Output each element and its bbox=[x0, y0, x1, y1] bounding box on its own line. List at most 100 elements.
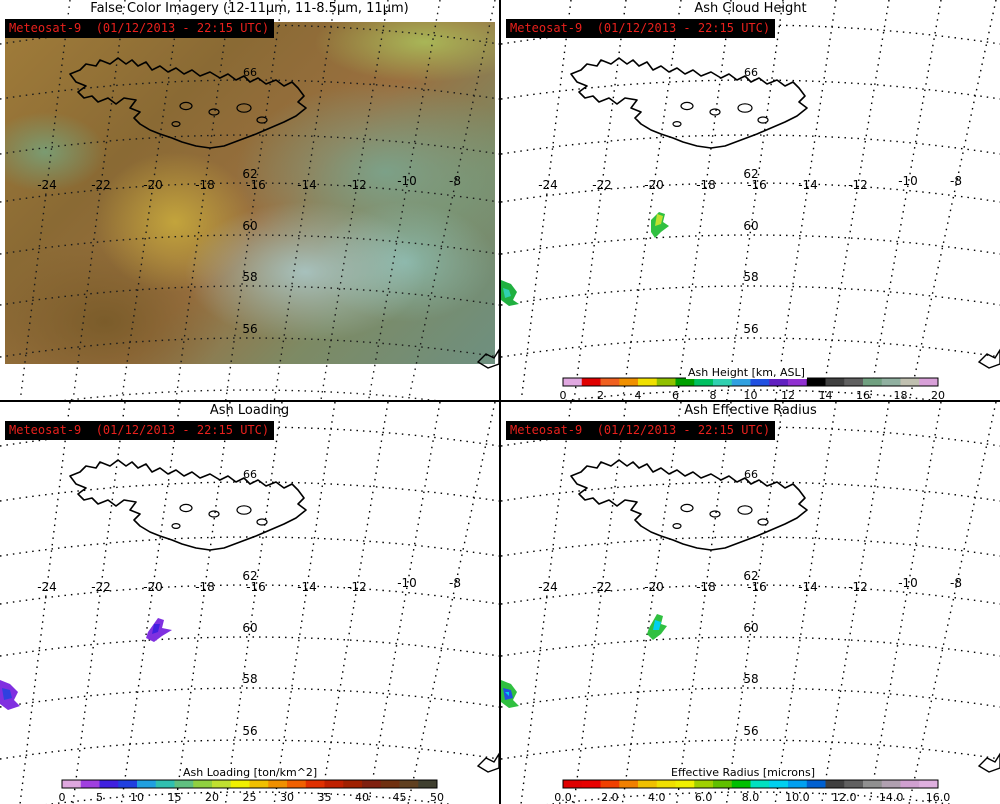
longitude-label: -20 bbox=[143, 178, 163, 192]
longitude-label: -12 bbox=[848, 580, 868, 594]
latitude-label: 66 bbox=[243, 66, 257, 79]
colorbar-swatch bbox=[844, 378, 864, 386]
meridian-line bbox=[520, 0, 572, 400]
latitude-label: 56 bbox=[242, 322, 257, 336]
colorbar: 0 2 4 6 8 10 12 14 16 18 20 bbox=[560, 377, 945, 400]
longitude-label: -18 bbox=[696, 178, 716, 192]
longitude-label: -20 bbox=[143, 580, 163, 594]
colorbar-swatch bbox=[881, 378, 901, 386]
longitude-label: -8 bbox=[950, 576, 962, 590]
longitude-label: -8 bbox=[950, 174, 962, 188]
latitude-label: 56 bbox=[743, 322, 758, 336]
latitude-label: 56 bbox=[743, 724, 758, 738]
panel-divider bbox=[499, 0, 501, 804]
ash-plume bbox=[0, 618, 172, 710]
colorbar-swatch bbox=[193, 780, 213, 788]
latitude-label: 62 bbox=[242, 569, 257, 583]
colorbar-tick-label: 40 bbox=[355, 791, 369, 804]
panel-title: Ash Loading bbox=[209, 403, 290, 418]
colorbar-swatch bbox=[919, 780, 939, 788]
glacier-outline bbox=[236, 505, 252, 515]
panel-title: Ash Effective Radius bbox=[684, 403, 817, 418]
longitude-label: -22 bbox=[592, 178, 612, 192]
panel-false-color: False Color Imagery (12-11μm, 11-8.5μm, … bbox=[0, 0, 499, 400]
colorbar-swatch bbox=[675, 780, 695, 788]
colorbar-swatch bbox=[62, 780, 82, 788]
colorbar-swatch bbox=[806, 780, 826, 788]
colorbar-swatch bbox=[900, 378, 920, 386]
colorbar-tick-label: 45 bbox=[393, 791, 407, 804]
colorbar-tick-label: 8 bbox=[710, 389, 717, 400]
latitude-label: 66 bbox=[744, 66, 758, 79]
longitude-label: -18 bbox=[195, 178, 215, 192]
meridian-line bbox=[621, 0, 682, 400]
longitude-label: -14 bbox=[798, 580, 818, 594]
colorbar-swatch bbox=[694, 780, 714, 788]
colorbar-swatch bbox=[713, 780, 733, 788]
colorbar-swatch bbox=[788, 780, 808, 788]
colorbar-tick-label: 4.0 bbox=[648, 791, 666, 804]
longitude-label: -16 bbox=[246, 178, 266, 192]
colorbar: 0 5 10 15 20 25 30 35 40 45 50 bbox=[59, 779, 444, 804]
parallel-line bbox=[0, 739, 499, 760]
longitude-label: -14 bbox=[297, 178, 317, 192]
latitude-label: 62 bbox=[242, 167, 257, 181]
parallel-line bbox=[0, 636, 499, 657]
latitude-label: 58 bbox=[743, 672, 758, 686]
meridian-line bbox=[675, 402, 732, 804]
colorbar-swatch bbox=[881, 780, 901, 788]
colorbar-swatch bbox=[212, 780, 232, 788]
satellite-badge: Meteosat-9 (01/12/2013 - 22:15 UTC) bbox=[506, 421, 776, 440]
iceland-coastline bbox=[69, 459, 307, 551]
glacier-outline bbox=[737, 103, 753, 113]
colorbar-tick-label: 35 bbox=[318, 791, 332, 804]
colorbar-tick-label: 5 bbox=[96, 791, 103, 804]
meridian-line bbox=[319, 402, 389, 804]
meridian-line bbox=[175, 0, 231, 400]
colorbar-tick-label: 0 bbox=[59, 791, 66, 804]
graticule bbox=[0, 402, 499, 804]
colorbar-tick-label: 2 bbox=[597, 389, 604, 400]
longitude-label: -12 bbox=[347, 178, 367, 192]
colorbar-tick-label: 8.0 bbox=[742, 791, 760, 804]
colorbar-tick-label: 10.0 bbox=[785, 791, 810, 804]
meridian-line bbox=[224, 402, 283, 804]
meridian-line bbox=[820, 402, 890, 804]
meridian-line bbox=[320, 0, 389, 400]
meridian-line bbox=[72, 0, 126, 400]
panel-ash-radius: Ash Effective Radius -24 -22 -20 -18 -16 -14-… bbox=[501, 402, 1000, 804]
glacier-outline bbox=[179, 503, 193, 513]
colorbar-title: Ash Loading [ton/km^2] bbox=[181, 766, 320, 779]
colorbar-title: Ash Height [km, ASL] bbox=[686, 366, 807, 379]
latitude-label: 60 bbox=[242, 621, 257, 635]
ash-plume bbox=[501, 212, 669, 306]
panel-divider bbox=[0, 400, 1000, 402]
colorbar-swatch bbox=[581, 378, 601, 386]
colorbar-swatch bbox=[769, 780, 789, 788]
colorbar-swatch bbox=[324, 780, 344, 788]
parallel-line bbox=[501, 536, 1000, 557]
latitude-label: 66 bbox=[243, 468, 257, 481]
false-color-imagery bbox=[5, 22, 495, 364]
meridian-line bbox=[908, 402, 997, 804]
parallel-line bbox=[501, 481, 1000, 502]
graticule bbox=[0, 0, 499, 400]
graticule bbox=[501, 402, 1000, 804]
colorbar-swatch bbox=[362, 780, 382, 788]
longitude-label: -16 bbox=[246, 580, 266, 594]
glacier-outline bbox=[680, 101, 694, 111]
meridian-line bbox=[573, 0, 627, 400]
colorbar-tick-label: 20 bbox=[931, 389, 945, 400]
colorbar-tick-label: 12 bbox=[781, 389, 795, 400]
iceland-coastline bbox=[570, 459, 808, 551]
glacier-outline bbox=[208, 108, 220, 116]
longitude-label: -10 bbox=[397, 174, 417, 188]
meridian-line bbox=[225, 0, 283, 400]
colorbar-tick-label: 14.0 bbox=[879, 791, 904, 804]
meridian-line bbox=[367, 0, 441, 400]
colorbar-tick-label: 14 bbox=[819, 389, 833, 400]
latitude-label: 58 bbox=[743, 270, 758, 284]
longitude-label: -8 bbox=[449, 576, 461, 590]
meridian-line bbox=[407, 402, 496, 804]
colorbar-frame bbox=[562, 779, 939, 789]
